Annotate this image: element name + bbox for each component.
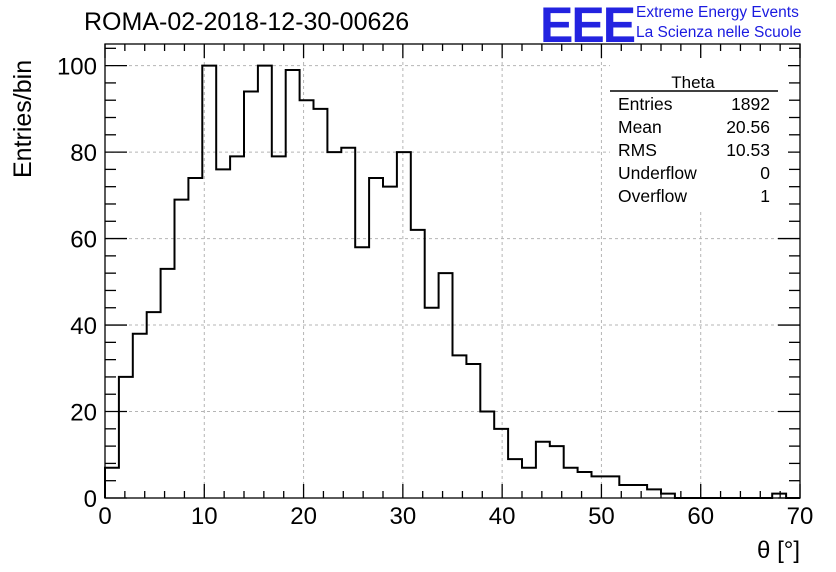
y-axis-label: Entries/bin <box>9 60 37 178</box>
stats-label-underflow: Underflow <box>618 163 697 183</box>
y-tick-label: 0 <box>84 486 97 513</box>
stats-label-mean: Mean <box>618 117 662 137</box>
x-tick-label: 70 <box>787 503 814 530</box>
x-tick-label: 50 <box>588 503 615 530</box>
y-tick-label: 60 <box>70 227 97 254</box>
chart-title: ROMA-02-2018-12-30-00626 <box>84 8 410 36</box>
stats-title: Theta <box>671 73 715 92</box>
stats-label-overflow: Overflow <box>618 186 687 206</box>
stats-value-overflow: 1 <box>760 186 770 206</box>
eee-logo: EEE <box>540 0 636 53</box>
y-tick-label: 40 <box>70 313 97 340</box>
y-tick-label: 100 <box>57 54 97 81</box>
logo-line-1: Extreme Energy Events <box>636 4 799 21</box>
stats-value-mean: 20.56 <box>726 117 770 137</box>
x-tick-label: 0 <box>98 503 111 530</box>
stats-value-underflow: 0 <box>760 163 770 183</box>
x-tick-label: 60 <box>687 503 714 530</box>
stats-value-entries: 1892 <box>731 94 770 114</box>
stats-label-entries: Entries <box>618 94 673 114</box>
x-tick-label: 40 <box>489 503 516 530</box>
logo-line-2: La Scienza nelle Scuole <box>636 24 802 41</box>
grid-lines <box>105 44 800 498</box>
histogram-outline <box>104 64 800 499</box>
stats-value-rms: 10.53 <box>726 140 770 160</box>
y-tick-label: 80 <box>70 140 97 167</box>
stats-label-rms: RMS <box>618 140 657 160</box>
plot-frame <box>104 43 801 499</box>
x-tick-label: 20 <box>290 503 317 530</box>
stats-box: Theta Entries 1892 Mean 20.56 RMS 10.53 Underf… <box>610 58 788 210</box>
stats-box-frame <box>610 58 788 210</box>
axis-ticks <box>104 44 801 499</box>
x-axis-label: θ [°] <box>757 537 800 564</box>
x-tick-label: 10 <box>191 503 218 530</box>
x-tick-label: 30 <box>390 503 417 530</box>
y-tick-label: 20 <box>70 400 97 427</box>
